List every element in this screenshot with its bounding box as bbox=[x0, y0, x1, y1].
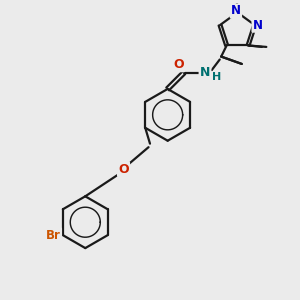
Text: N: N bbox=[231, 4, 241, 17]
Text: N: N bbox=[200, 66, 210, 79]
Text: Br: Br bbox=[46, 229, 61, 242]
Text: N: N bbox=[253, 19, 263, 32]
Text: O: O bbox=[173, 58, 184, 71]
Text: O: O bbox=[118, 163, 129, 176]
Text: H: H bbox=[212, 72, 221, 82]
